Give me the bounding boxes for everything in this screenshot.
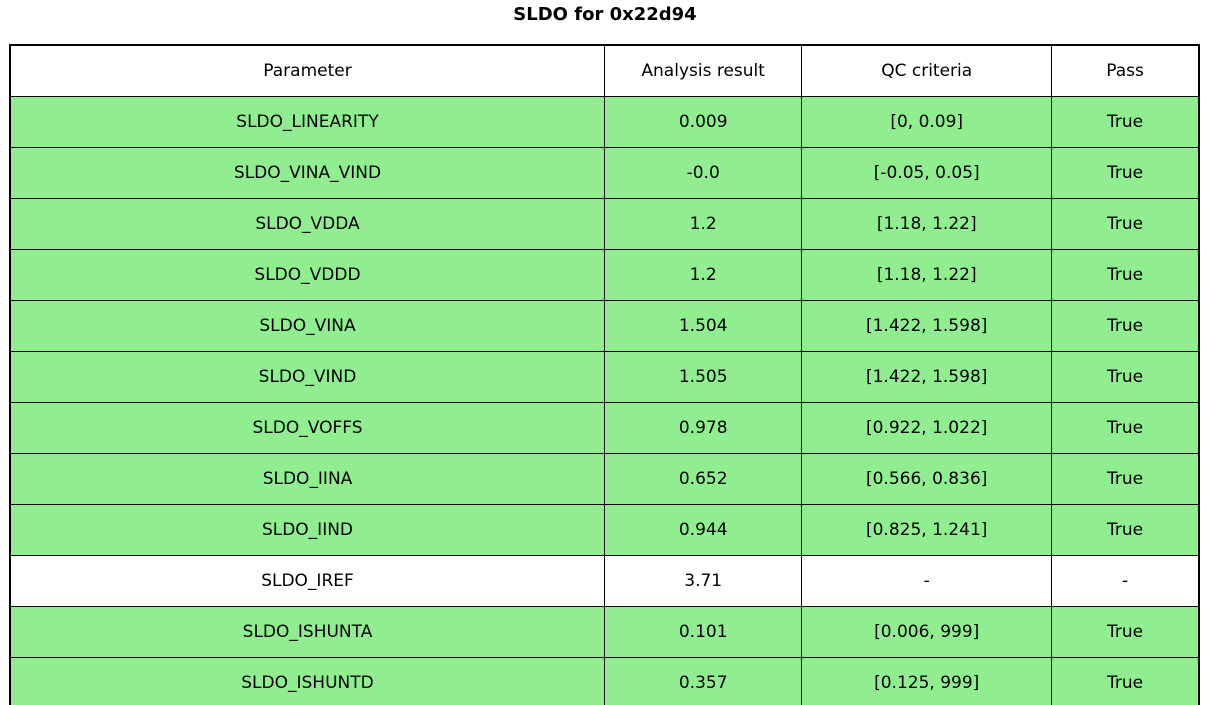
parameter-cell: SLDO_VINA (9, 300, 605, 352)
pass-cell: True (1051, 198, 1200, 250)
pass-cell: True (1051, 351, 1200, 403)
header-row: Parameter Analysis result QC criteria Pass (9, 44, 1200, 97)
result-cell: 1.505 (603, 351, 803, 403)
criteria-cell: [0.006, 999] (801, 606, 1053, 658)
criteria-cell: [1.18, 1.22] (801, 198, 1053, 250)
column-header-qc-criteria: QC criteria (801, 44, 1053, 97)
pass-cell: True (1051, 402, 1200, 454)
table-row: SLDO_VINA 1.504 [1.422, 1.598] True (9, 300, 1200, 352)
parameter-cell: SLDO_VOFFS (9, 402, 605, 454)
result-cell: 3.71 (603, 555, 803, 607)
criteria-cell: [-0.05, 0.05] (801, 147, 1053, 199)
pass-cell: True (1051, 147, 1200, 199)
pass-cell: True (1051, 453, 1200, 505)
table-row: SLDO_IIND 0.944 [0.825, 1.241] True (9, 504, 1200, 556)
table-body: SLDO_LINEARITY 0.009 [0, 0.09] True SLDO_VIN… (9, 96, 1200, 705)
pass-cell: True (1051, 249, 1200, 301)
table-row: SLDO_VDDD 1.2 [1.18, 1.22] True (9, 249, 1200, 301)
parameter-cell: SLDO_LINEARITY (9, 96, 605, 148)
result-cell: 0.652 (603, 453, 803, 505)
table-row: SLDO_IINA 0.652 [0.566, 0.836] True (9, 453, 1200, 505)
criteria-cell: [0.922, 1.022] (801, 402, 1053, 454)
column-header-pass: Pass (1051, 44, 1200, 97)
criteria-cell: [1.422, 1.598] (801, 351, 1053, 403)
pass-cell: True (1051, 300, 1200, 352)
result-cell: 1.2 (603, 198, 803, 250)
qc-results-table: Parameter Analysis result QC criteria Pass … (9, 44, 1200, 705)
result-cell: 0.357 (603, 657, 803, 705)
criteria-cell: [1.18, 1.22] (801, 249, 1053, 301)
table-row: SLDO_VINA_VIND -0.0 [-0.05, 0.05] True (9, 147, 1200, 199)
parameter-cell: SLDO_IREF (9, 555, 605, 607)
result-cell: 1.504 (603, 300, 803, 352)
result-cell: 0.101 (603, 606, 803, 658)
parameter-cell: SLDO_VDDD (9, 249, 605, 301)
criteria-cell: [0, 0.09] (801, 96, 1053, 148)
table-row: SLDO_IREF 3.71- - (9, 555, 1200, 607)
criteria-cell: [0.125, 999] (801, 657, 1053, 705)
pass-cell: True (1051, 96, 1200, 148)
table-row: SLDO_ISHUNTD 0.357 [0.125, 999] True (9, 657, 1200, 705)
pass-cell: True (1051, 606, 1200, 658)
parameter-cell: SLDO_IIND (9, 504, 605, 556)
result-cell: 0.978 (603, 402, 803, 454)
pass-cell: True (1051, 657, 1200, 705)
parameter-cell: SLDO_VDDA (9, 198, 605, 250)
criteria-cell: [0.825, 1.241] (801, 504, 1053, 556)
table-row: SLDO_ISHUNTA 0.101 [0.006, 999] True (9, 606, 1200, 658)
parameter-cell: SLDO_IINA (9, 453, 605, 505)
table-row: SLDO_VOFFS 0.978 [0.922, 1.022] True (9, 402, 1200, 454)
result-cell: -0.0 (603, 147, 803, 199)
table-row: SLDO_VIND 1.505 [1.422, 1.598] True (9, 351, 1200, 403)
column-header-parameter: Parameter (9, 44, 605, 97)
parameter-cell: SLDO_ISHUNTA (9, 606, 605, 658)
parameter-cell: SLDO_VIND (9, 351, 605, 403)
result-cell: 0.009 (603, 96, 803, 148)
parameter-cell: SLDO_ISHUNTD (9, 657, 605, 705)
table-row: SLDO_VDDA 1.2 [1.18, 1.22] True (9, 198, 1200, 250)
result-cell: 1.2 (603, 249, 803, 301)
table-row: SLDO_LINEARITY 0.009 [0, 0.09] True (9, 96, 1200, 148)
criteria-cell: - (801, 555, 1053, 607)
pass-cell: True (1051, 504, 1200, 556)
pass-cell: - (1051, 555, 1200, 607)
criteria-cell: [0.566, 0.836] (801, 453, 1053, 505)
criteria-cell: [1.422, 1.598] (801, 300, 1053, 352)
figure-title: SLDO for 0x22d94 (513, 4, 697, 25)
result-cell: 0.944 (603, 504, 803, 556)
parameter-cell: SLDO_VINA_VIND (9, 147, 605, 199)
column-header-analysis-result: Analysis result (603, 44, 803, 97)
